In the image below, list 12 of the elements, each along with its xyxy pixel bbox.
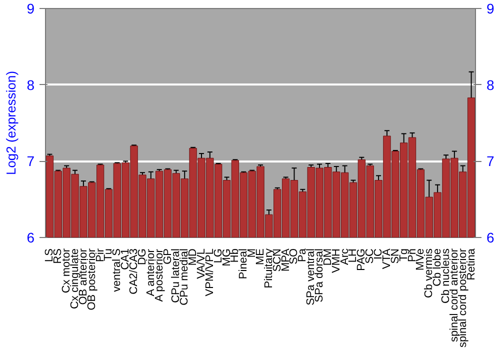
y-tick-label: 7 xyxy=(26,153,35,170)
x-tick-label: A posterior xyxy=(153,248,166,302)
y2-tick-label: 9 xyxy=(486,0,494,16)
y-tick-label: 6 xyxy=(26,230,35,246)
y2-tick-label: 6 xyxy=(486,230,494,246)
x-tick-label: Tg xyxy=(398,248,410,262)
y2-tick-label: 7 xyxy=(486,153,494,170)
y-axis-title: Log2 (expression) xyxy=(4,70,19,176)
x-tick-label: OB posterior xyxy=(86,248,98,310)
y-tick-label: 8 xyxy=(26,76,35,93)
y-tick-label: 9 xyxy=(26,0,35,16)
y2-tick-label: 8 xyxy=(486,76,494,93)
